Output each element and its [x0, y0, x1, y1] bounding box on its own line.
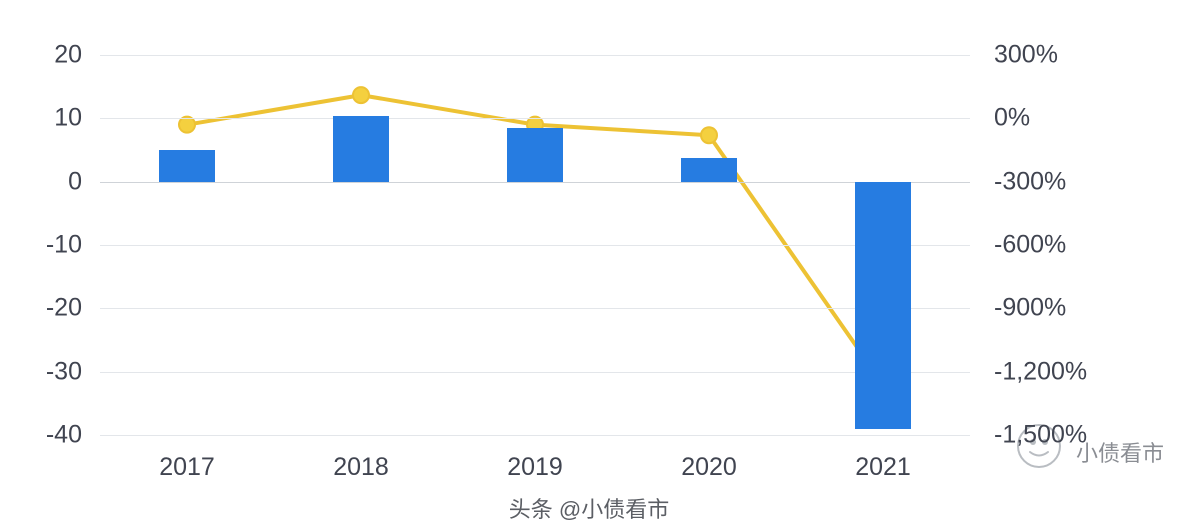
gridline	[100, 435, 970, 436]
x-tick-label: 2019	[507, 453, 563, 482]
gridline	[100, 308, 970, 309]
y-left-tick-label: 10	[54, 104, 82, 133]
chart-container: 小债看市 头条 @小债看市	[0, 0, 1178, 530]
y-right-tick-label: -1,500%	[994, 421, 1087, 450]
line-marker	[353, 87, 369, 103]
y-right-tick-label: -300%	[994, 167, 1066, 196]
bar	[681, 158, 737, 181]
y-right-tick-label: 300%	[994, 41, 1058, 70]
gridline	[100, 55, 970, 56]
y-left-tick-label: 20	[54, 41, 82, 70]
x-tick-label: 2018	[333, 453, 389, 482]
bar	[855, 182, 911, 429]
x-tick-label: 2020	[681, 453, 737, 482]
watermark-primary: 头条 @小债看市	[509, 492, 669, 524]
watermark-secondary: 小债看市	[1076, 436, 1164, 468]
gridline	[100, 245, 970, 246]
line-marker	[701, 127, 717, 143]
gridline	[100, 118, 970, 119]
plot-area	[100, 55, 970, 435]
y-left-tick-label: -20	[46, 294, 82, 323]
y-left-tick-label: -30	[46, 357, 82, 386]
x-tick-label: 2021	[855, 453, 911, 482]
y-right-tick-label: -1,200%	[994, 357, 1087, 386]
bar	[507, 128, 563, 182]
bar	[333, 116, 389, 181]
y-right-tick-label: -900%	[994, 294, 1066, 323]
y-right-tick-label: -600%	[994, 231, 1066, 260]
y-left-tick-label: -40	[46, 421, 82, 450]
y-left-tick-label: 0	[68, 167, 82, 196]
y-right-tick-label: 0%	[994, 104, 1030, 133]
x-tick-label: 2017	[159, 453, 215, 482]
bar	[159, 150, 215, 182]
gridline	[100, 182, 970, 183]
gridline	[100, 372, 970, 373]
y-left-tick-label: -10	[46, 231, 82, 260]
